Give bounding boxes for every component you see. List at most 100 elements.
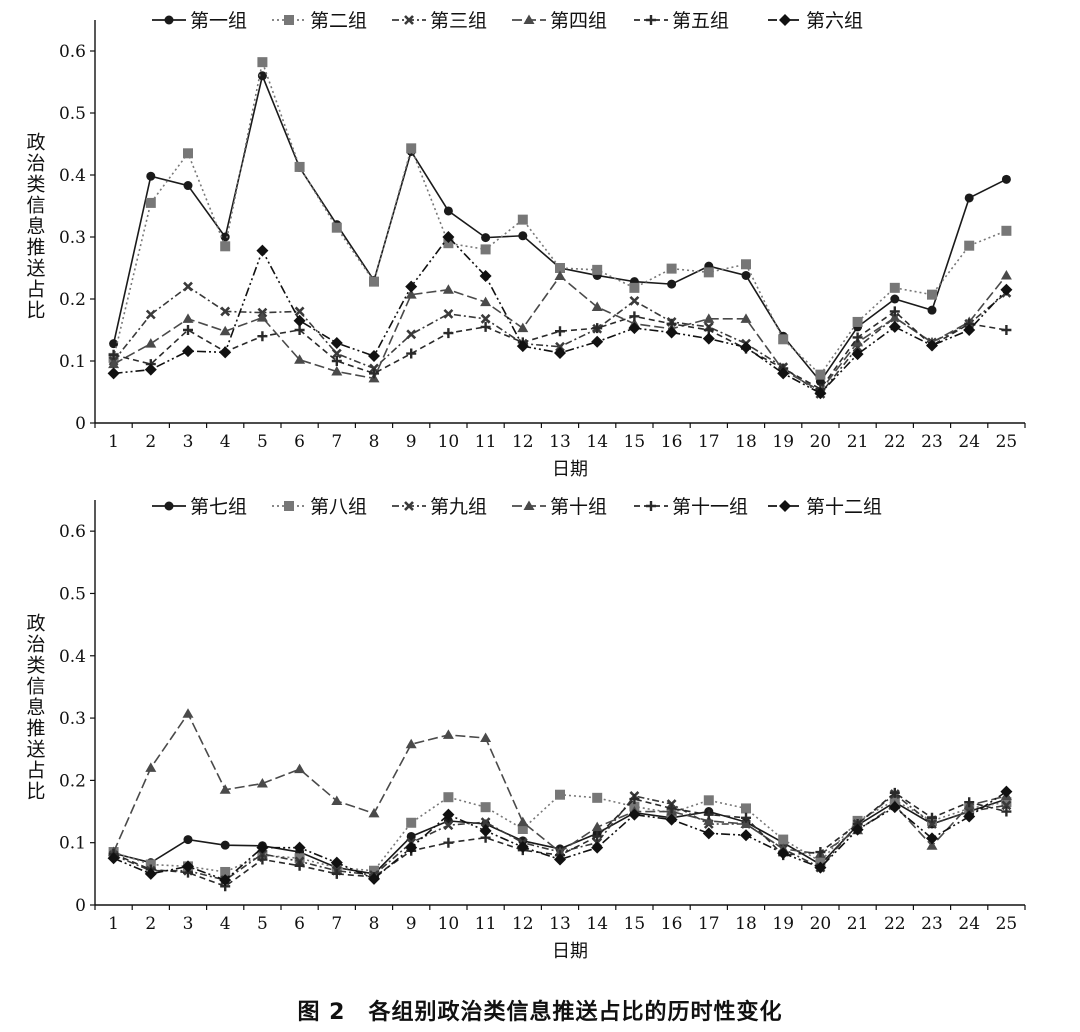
series-第一组: [109, 71, 1011, 386]
data-point: [480, 321, 491, 332]
data-point: [1001, 325, 1012, 335]
data-point: [107, 852, 120, 865]
data-point: [108, 349, 119, 360]
y-axis-label: 政治类信息推送占比: [26, 132, 45, 322]
legend-label: 第三组: [430, 10, 487, 32]
x-tick-label: 9: [406, 914, 417, 934]
legend-label: 第五组: [672, 10, 729, 32]
legend-marker: [164, 15, 174, 25]
data-point: [480, 296, 492, 307]
legend-item: 第七组: [152, 496, 247, 518]
data-point: [144, 363, 157, 376]
data-point: [182, 708, 194, 718]
data-point: [220, 306, 231, 317]
chart-panel-2: 00.10.20.30.40.50.61 2 3 4 5 6 7 8 9 10 11 12 13 14 15…: [26, 496, 1026, 962]
data-point: [480, 244, 491, 255]
data-point: [740, 341, 752, 354]
data-point: [331, 795, 343, 805]
legend-marker: [284, 15, 294, 25]
x-tick-label: 19: [772, 432, 794, 452]
data-point: [219, 346, 232, 359]
data-point: [518, 231, 528, 241]
data-point: [257, 71, 267, 81]
data-point: [183, 281, 193, 292]
data-point: [1001, 225, 1012, 236]
series-第六组: [107, 231, 1013, 400]
data-point: [963, 810, 976, 823]
data-point: [518, 836, 528, 846]
legend-label: 第十二组: [806, 496, 882, 518]
data-point: [554, 270, 566, 281]
data-point: [481, 233, 491, 243]
data-point: [740, 313, 752, 323]
x-axis-label: 日期: [552, 941, 588, 962]
data-point: [927, 305, 937, 315]
data-point: [702, 332, 715, 345]
x-tick-label: 15: [624, 914, 646, 934]
figure-caption: 图 2 各组别政治类信息推送占比的历时性变化: [297, 1000, 783, 1025]
x-tick-label: 8: [369, 432, 380, 452]
legend: 第一组 第二组 第三组 第四组 第五组 第六组: [152, 10, 863, 32]
legend-marker: [404, 501, 414, 511]
data-point: [443, 820, 454, 831]
legend-label: 第十组: [550, 496, 607, 518]
series-第十二组: [107, 785, 1013, 887]
data-point: [145, 197, 156, 208]
data-point: [183, 835, 193, 845]
data-point: [330, 337, 343, 350]
x-tick-label: 22: [884, 914, 906, 934]
y-tick-label: 0.6: [59, 522, 86, 542]
x-tick-label: 6: [294, 432, 305, 452]
data-point: [1000, 269, 1012, 280]
data-point: [294, 853, 305, 864]
data-point: [703, 809, 714, 820]
data-point: [927, 812, 937, 823]
x-tick-label: 10: [438, 432, 460, 452]
x-tick-label: 1: [108, 914, 119, 934]
data-point: [369, 368, 379, 379]
data-point: [889, 282, 900, 293]
x-tick-label: 14: [586, 432, 608, 452]
x-tick-label: 2: [145, 432, 156, 452]
legend-item: 第十组: [512, 496, 607, 518]
data-point: [741, 812, 751, 823]
legend-item: 第五组: [634, 10, 729, 32]
x-tick-label: 13: [549, 914, 571, 934]
x-axis-label: 日期: [552, 459, 588, 480]
data-point: [368, 350, 380, 363]
legend-item: 第十二组: [768, 496, 882, 518]
data-point: [405, 280, 418, 293]
data-point: [591, 821, 603, 832]
legend-marker: [523, 14, 535, 24]
data-point: [443, 837, 454, 848]
data-point: [405, 738, 417, 749]
x-tick-label: 21: [847, 914, 869, 934]
y-tick-label: 0.2: [59, 290, 86, 310]
data-point: [331, 868, 342, 879]
legend-item: 第九组: [392, 496, 487, 518]
data-point: [480, 313, 491, 324]
data-point: [1000, 785, 1013, 798]
data-point: [294, 763, 306, 774]
data-point: [517, 322, 529, 333]
legend-marker: [646, 501, 656, 511]
data-point: [964, 797, 975, 808]
data-point: [555, 341, 565, 352]
data-point: [1001, 806, 1012, 817]
x-tick-label: 11: [475, 914, 497, 934]
data-point: [592, 792, 603, 803]
data-point: [109, 339, 119, 349]
data-point: [443, 328, 454, 339]
data-point: [479, 270, 492, 283]
chart-canvas: 00.10.20.30.40.50.61 2 3 4 5 6 7 8 9 10 11 12 13 14 15…: [26, 10, 1026, 962]
y-tick-label: 0.1: [59, 352, 86, 372]
data-point: [927, 819, 937, 829]
legend-label: 第二组: [310, 10, 367, 32]
x-tick-label: 13: [549, 432, 571, 452]
x-tick-label: 20: [810, 432, 832, 452]
data-point: [926, 840, 938, 850]
data-point: [889, 306, 900, 317]
data-point: [331, 348, 342, 359]
legend-label: 第六组: [806, 10, 863, 32]
